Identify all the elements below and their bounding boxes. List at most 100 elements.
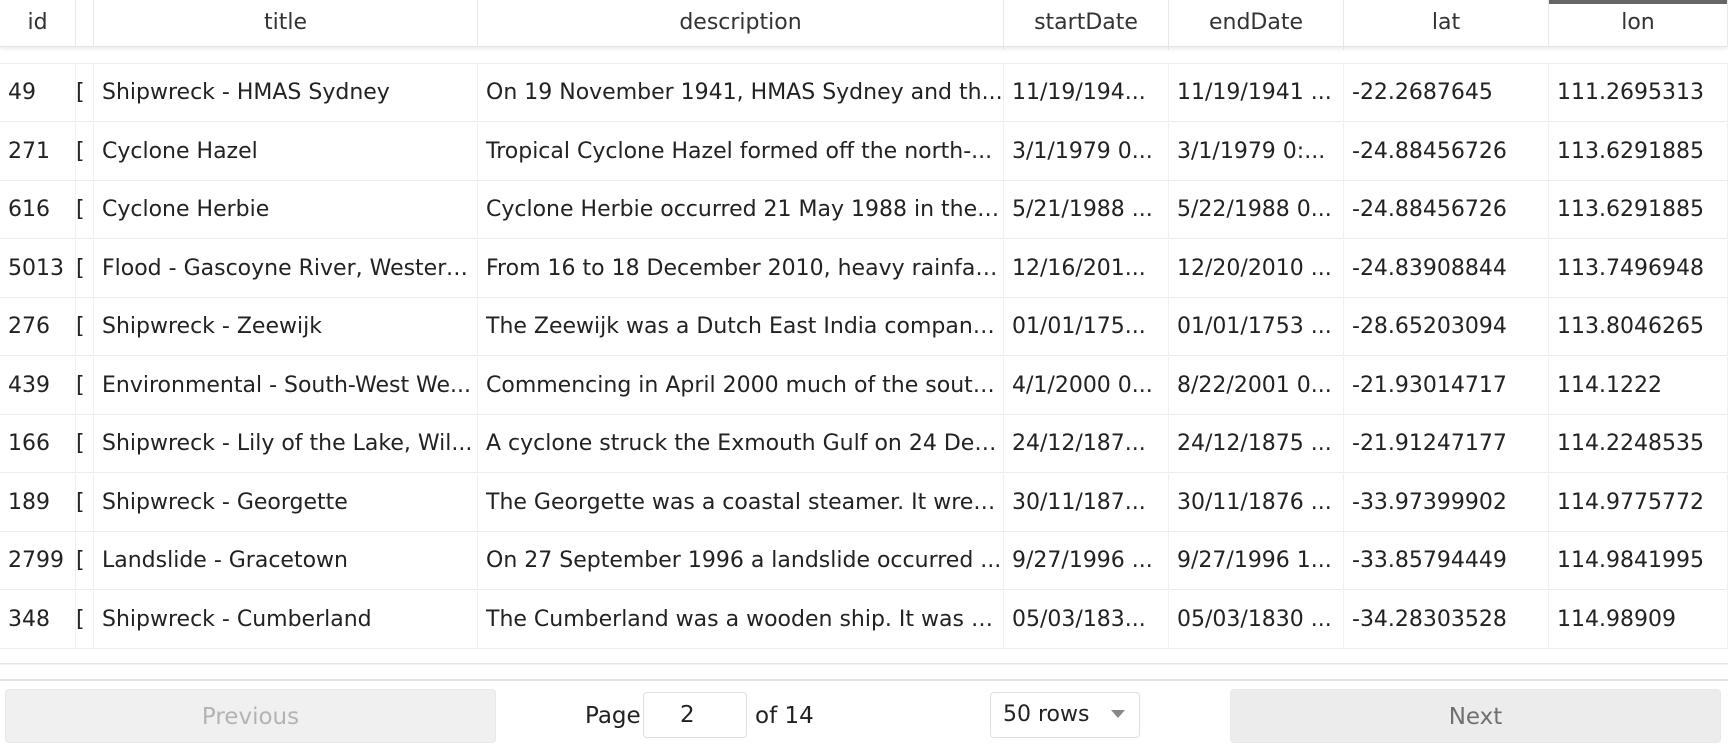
cell-lon: 113.7496948 — [1549, 240, 1728, 298]
cell-startdate: 01/01/175... — [1004, 298, 1169, 356]
cell-flag: [ — [76, 123, 94, 181]
table-row[interactable]: 166[Shipwreck - Lily of the Lake, Wil...… — [0, 415, 1728, 473]
rows-per-page-value: 50 rows — [1003, 702, 1090, 727]
cell-description: From 16 to 18 December 2010, heavy rainf… — [478, 240, 1004, 298]
cell-startdate: 05/03/183... — [1004, 591, 1169, 649]
cell-id: 49 — [0, 64, 76, 122]
cell-flag: [ — [76, 415, 94, 473]
rows-per-page-select[interactable]: 50 rows — [990, 692, 1140, 738]
cell-flag: [ — [76, 357, 94, 415]
cell-startdate: 9/27/1996 ... — [1004, 532, 1169, 590]
cell-flag: [ — [76, 298, 94, 356]
cell-description: Cyclone Herbie occurred 21 May 1988 in t… — [478, 181, 1004, 239]
cell-enddate: 01/01/1753 ... — [1169, 298, 1344, 356]
table-row[interactable]: 49[Shipwreck - HMAS Sydney On 19 November… — [0, 64, 1728, 122]
cell-id: 189 — [0, 474, 76, 532]
cell-description: The Cumberland was a wooden ship. It was… — [478, 591, 1004, 649]
cell-flag: [ — [76, 591, 94, 649]
cell-id: 348 — [0, 591, 76, 649]
cell-lon: 114.9841995 — [1549, 532, 1728, 590]
cell-id: 271 — [0, 123, 76, 181]
chevron-down-icon — [1111, 710, 1125, 718]
column-header-startdate[interactable]: startDate — [1004, 0, 1169, 46]
column-header-enddate[interactable]: endDate — [1169, 0, 1344, 46]
cell-lat: -24.83908844 — [1344, 240, 1549, 298]
cell-description: A cyclone struck the Exmouth Gulf on 24 … — [478, 415, 1004, 473]
table-row[interactable]: 348[Shipwreck - Cumberland The Cumberland… — [0, 591, 1728, 649]
cell-enddate: 9/27/1996 1... — [1169, 532, 1344, 590]
cell-startdate: 3/1/1979 0... — [1004, 123, 1169, 181]
cell-startdate: 11/19/194... — [1004, 64, 1169, 122]
cell-enddate: 24/12/1875 ... — [1169, 415, 1344, 473]
previous-button[interactable]: Previous — [5, 689, 496, 743]
cell-lon: 111.2695313 — [1549, 64, 1728, 122]
cell-lat: -33.85794449 — [1344, 532, 1549, 590]
cell-lat: -28.65203094 — [1344, 298, 1549, 356]
column-header-flag[interactable] — [76, 0, 94, 46]
table-row[interactable]: 5013[Flood - Gascoyne River, Western... F… — [0, 240, 1728, 298]
column-header-lon[interactable]: lon — [1549, 0, 1728, 46]
table-row[interactable]: 271[Cyclone Hazel Tropical Cyclone Hazel … — [0, 123, 1728, 181]
page-number-input[interactable] — [643, 692, 747, 738]
cell-lon: 114.98909 — [1549, 591, 1728, 649]
table-row[interactable]: 276[Shipwreck - Zeewijk The Zeewijk was a… — [0, 298, 1728, 356]
column-header-lat[interactable]: lat — [1344, 0, 1549, 46]
cell-title: Landslide - Gracetown — [94, 532, 478, 590]
cell-startdate: 5/21/1988 ... — [1004, 181, 1169, 239]
cell-title: Shipwreck - Georgette — [94, 474, 478, 532]
cell-lat: -22.2687645 — [1344, 64, 1549, 122]
cell-flag: [ — [76, 532, 94, 590]
cell-id: 439 — [0, 357, 76, 415]
cell-startdate: 12/16/201... — [1004, 240, 1169, 298]
cell-title: Flood - Gascoyne River, Western... — [94, 240, 478, 298]
table-row[interactable]: 439[Environmental - South-West We... Comm… — [0, 357, 1728, 415]
cell-title: Cyclone Hazel — [94, 123, 478, 181]
cell-title: Shipwreck - Lily of the Lake, Wil... — [94, 415, 478, 473]
cell-title: Environmental - South-West We... — [94, 357, 478, 415]
cell-title: Shipwreck - HMAS Sydney — [94, 64, 478, 122]
cell-lat: -24.88456726 — [1344, 181, 1549, 239]
total-pages-label: of 14 — [755, 703, 814, 729]
cell-description: The Georgette was a coastal steamer. It … — [478, 474, 1004, 532]
cell-lon: 114.2248535 — [1549, 415, 1728, 473]
column-header-title[interactable]: title — [94, 0, 478, 46]
cell-description: Tropical Cyclone Hazel formed off the no… — [478, 123, 1004, 181]
cell-flag: [ — [76, 64, 94, 122]
cell-startdate: 4/1/2000 0... — [1004, 357, 1169, 415]
pagination-bar: Previous Page of 14 50 rows Next — [0, 679, 1728, 750]
cell-id: 2799 — [0, 532, 76, 590]
cell-id: 616 — [0, 181, 76, 239]
cell-title: Shipwreck - Zeewijk — [94, 298, 478, 356]
cell-lon: 113.8046265 — [1549, 298, 1728, 356]
cell-startdate: 24/12/187... — [1004, 415, 1169, 473]
data-grid: id title description startDate endDate l… — [0, 0, 1728, 665]
cell-enddate: 11/19/1941 ... — [1169, 64, 1344, 122]
cell-lon: 114.1222 — [1549, 357, 1728, 415]
next-button[interactable]: Next — [1230, 689, 1721, 743]
cell-flag: [ — [76, 474, 94, 532]
cell-lon: 114.9775772 — [1549, 474, 1728, 532]
cell-startdate: 30/11/187... — [1004, 474, 1169, 532]
table-row[interactable]: 616[Cyclone Herbie Cyclone Herbie occurre… — [0, 181, 1728, 239]
page-label: Page — [585, 703, 641, 729]
cell-enddate: 30/11/1876 ... — [1169, 474, 1344, 532]
cell-enddate: 5/22/1988 0... — [1169, 181, 1344, 239]
cell-enddate: 3/1/1979 0:... — [1169, 123, 1344, 181]
cell-lat: -21.93014717 — [1344, 357, 1549, 415]
cell-description: On 27 September 1996 a landslide occurre… — [478, 532, 1004, 590]
table-row[interactable]: 2799[Landslide - Gracetown On 27 Septembe… — [0, 532, 1728, 590]
column-header-id[interactable]: id — [0, 0, 76, 46]
cell-lat: -24.88456726 — [1344, 123, 1549, 181]
cell-lat: -21.91247177 — [1344, 415, 1549, 473]
cell-lon: 113.6291885 — [1549, 123, 1728, 181]
column-header-description[interactable]: description — [478, 0, 1004, 46]
cell-enddate: 05/03/1830 ... — [1169, 591, 1344, 649]
cell-title: Cyclone Herbie — [94, 181, 478, 239]
horizontal-scrollbar[interactable]: ◀ ▶ — [0, 663, 1728, 665]
cell-id: 5013 — [0, 240, 76, 298]
table-row[interactable]: 189[Shipwreck - Georgette The Georgette w… — [0, 474, 1728, 532]
cell-enddate: 8/22/2001 0... — [1169, 357, 1344, 415]
cell-description: On 19 November 1941, HMAS Sydney and th.… — [478, 64, 1004, 122]
cell-lat: -33.97399902 — [1344, 474, 1549, 532]
cell-flag: [ — [76, 181, 94, 239]
